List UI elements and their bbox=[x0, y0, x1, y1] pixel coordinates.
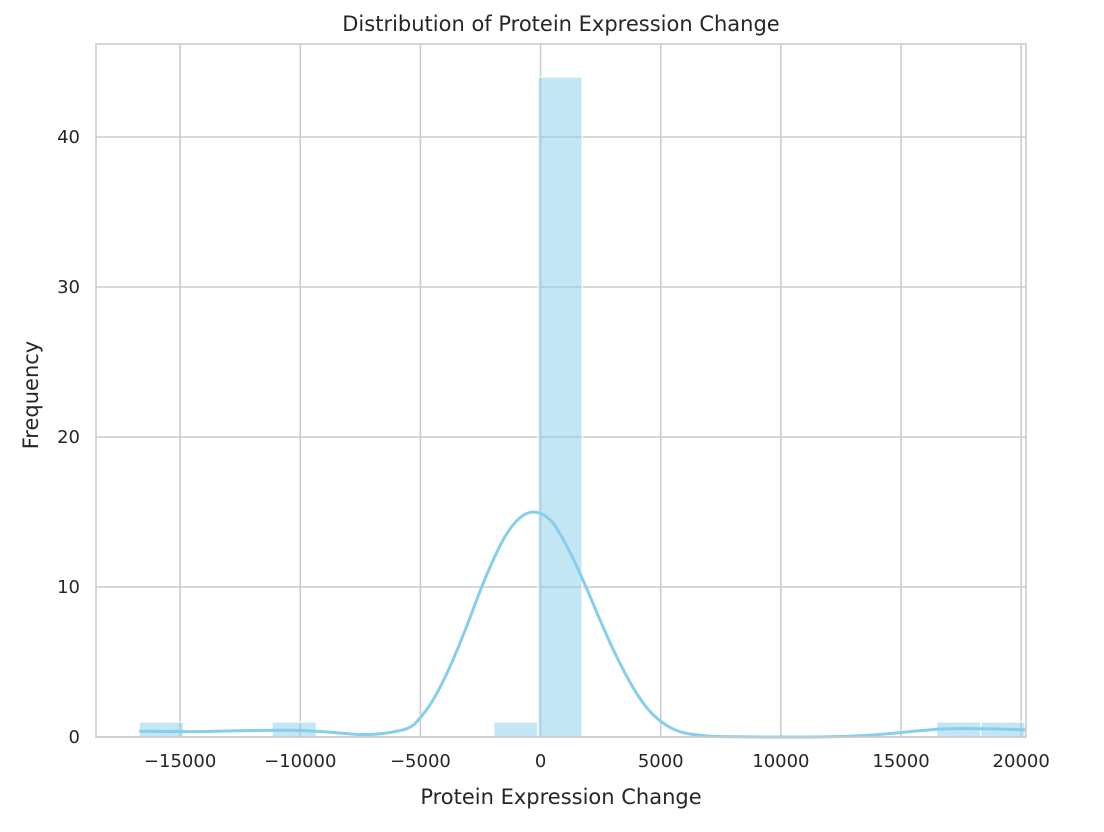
x-tick-label: −10000 bbox=[264, 751, 336, 772]
y-tick-labels: 0 10 20 30 40 bbox=[57, 127, 80, 748]
histogram-bar bbox=[493, 721, 539, 738]
y-tick-label: 10 bbox=[57, 577, 80, 598]
y-axis-label: Frequency bbox=[19, 341, 43, 450]
histogram-bar bbox=[138, 721, 185, 738]
y-tick-label: 0 bbox=[69, 727, 80, 748]
plot-frame bbox=[95, 43, 1027, 738]
x-axis-label: Protein Expression Change bbox=[420, 785, 701, 809]
x-tick-label: 5000 bbox=[638, 751, 684, 772]
bar-layer bbox=[138, 76, 1026, 738]
y-tick-label: 20 bbox=[57, 427, 80, 448]
x-tick-labels: −15000 −10000 −5000 0 5000 10000 15000 20000 bbox=[144, 751, 1050, 772]
x-tick-label: 0 bbox=[535, 751, 546, 772]
y-tick-label: 30 bbox=[57, 277, 80, 298]
histogram-bar bbox=[537, 76, 583, 738]
x-tick-label: 10000 bbox=[752, 751, 809, 772]
x-tick-label: 15000 bbox=[872, 751, 929, 772]
chart-title: Distribution of Protein Expression Chang… bbox=[342, 12, 779, 36]
x-tick-label: −5000 bbox=[390, 751, 451, 772]
x-tick-label: −15000 bbox=[144, 751, 216, 772]
y-tick-label: 40 bbox=[57, 127, 80, 148]
x-tick-label: 20000 bbox=[993, 751, 1050, 772]
